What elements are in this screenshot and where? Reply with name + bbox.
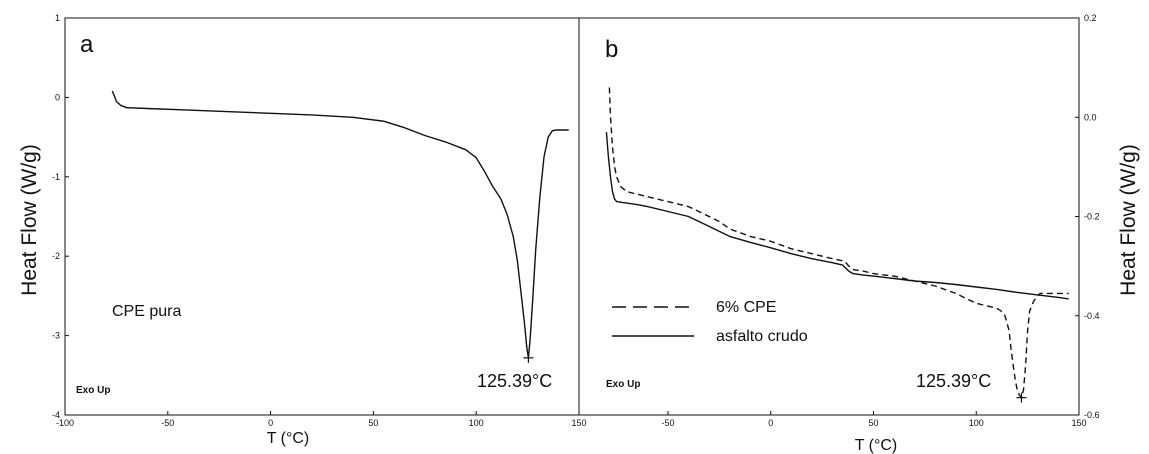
panel-a-annotation: CPE pura	[112, 303, 181, 320]
panel-b: b Exo Up 125.39°C T (°C) 6% CPE asfalto …	[578, 13, 1100, 454]
y-tick-label: -1	[52, 172, 60, 182]
x-tick-label: -50	[661, 418, 674, 428]
panel-b-x-ticks: -50 0 50 100 150	[661, 411, 1087, 428]
x-tick-label: 50	[368, 418, 378, 428]
legend-label-asfalto-crudo: asfalto crudo	[716, 328, 808, 345]
panel-b-y-ticks: 0.2 0.0 -0.2 -0.4 -0.6	[1075, 13, 1100, 420]
series-line-asfalto-crudo	[605, 132, 1069, 300]
panel-b-frame	[578, 17, 1080, 416]
x-tick-label: -50	[161, 418, 174, 428]
x-tick-label: 150	[1071, 418, 1086, 428]
panel-b-peak-label: 125.39°C	[916, 371, 991, 391]
panel-a-exo-label: Exo Up	[76, 385, 110, 396]
y-tick-label: -0.2	[1084, 212, 1100, 222]
series-line-6-cpe	[608, 87, 1069, 399]
x-tick-label: 100	[969, 418, 984, 428]
panel-a-peak-label: 125.39°C	[477, 371, 552, 391]
panel-a-y-ticks: 1 0 -1 -2 -3 -4	[52, 13, 69, 420]
x-tick-label: 100	[469, 418, 484, 428]
panel-b-legend: 6% CPE asfalto crudo	[612, 299, 808, 345]
panel-a-x-ticks: -100 -50 0 50 100 150	[56, 411, 587, 428]
x-tick-label: 50	[868, 418, 878, 428]
y-tick-label: 1	[55, 13, 60, 23]
panel-a-letter: a	[80, 31, 94, 58]
x-tick-label: 150	[571, 418, 586, 428]
x-tick-label: 0	[768, 418, 773, 428]
panel-a-frame	[64, 17, 580, 416]
y-tick-label: 0.2	[1084, 13, 1097, 23]
y-tick-label: -0.6	[1084, 410, 1100, 420]
y-tick-label: -4	[52, 410, 60, 420]
panel-b-series	[605, 87, 1069, 399]
y-tick-label: -2	[52, 251, 60, 261]
y-axis-title-right: Heat Flow (W/g)	[1117, 144, 1140, 296]
y-tick-label: 0.0	[1084, 112, 1097, 122]
y-tick-label: 0	[55, 92, 60, 102]
y-axis-title-left: Heat Flow (W/g)	[18, 144, 41, 296]
panel-b-x-axis-title: T (°C)	[855, 437, 898, 454]
panel-b-exo-label: Exo Up	[606, 379, 640, 390]
legend-label-6pct-cpe: 6% CPE	[716, 299, 776, 316]
x-tick-label: -100	[56, 418, 74, 428]
panel-a-x-axis-title: T (°C)	[267, 430, 310, 447]
panel-a-peak-marker	[523, 352, 534, 363]
x-tick-label: 0	[268, 418, 273, 428]
panel-a-series	[111, 90, 569, 359]
panel-b-letter: b	[605, 36, 618, 63]
y-tick-label: -3	[52, 331, 60, 341]
series-line-panel-a-0	[111, 90, 569, 359]
panel-a: a CPE pura Exo Up 125.39°C T (°C) -100 -5…	[52, 13, 587, 447]
y-tick-label: -0.4	[1084, 311, 1100, 321]
panel-b-peak-marker	[1016, 392, 1027, 403]
